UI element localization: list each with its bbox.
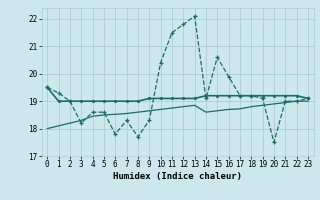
X-axis label: Humidex (Indice chaleur): Humidex (Indice chaleur): [113, 172, 242, 181]
